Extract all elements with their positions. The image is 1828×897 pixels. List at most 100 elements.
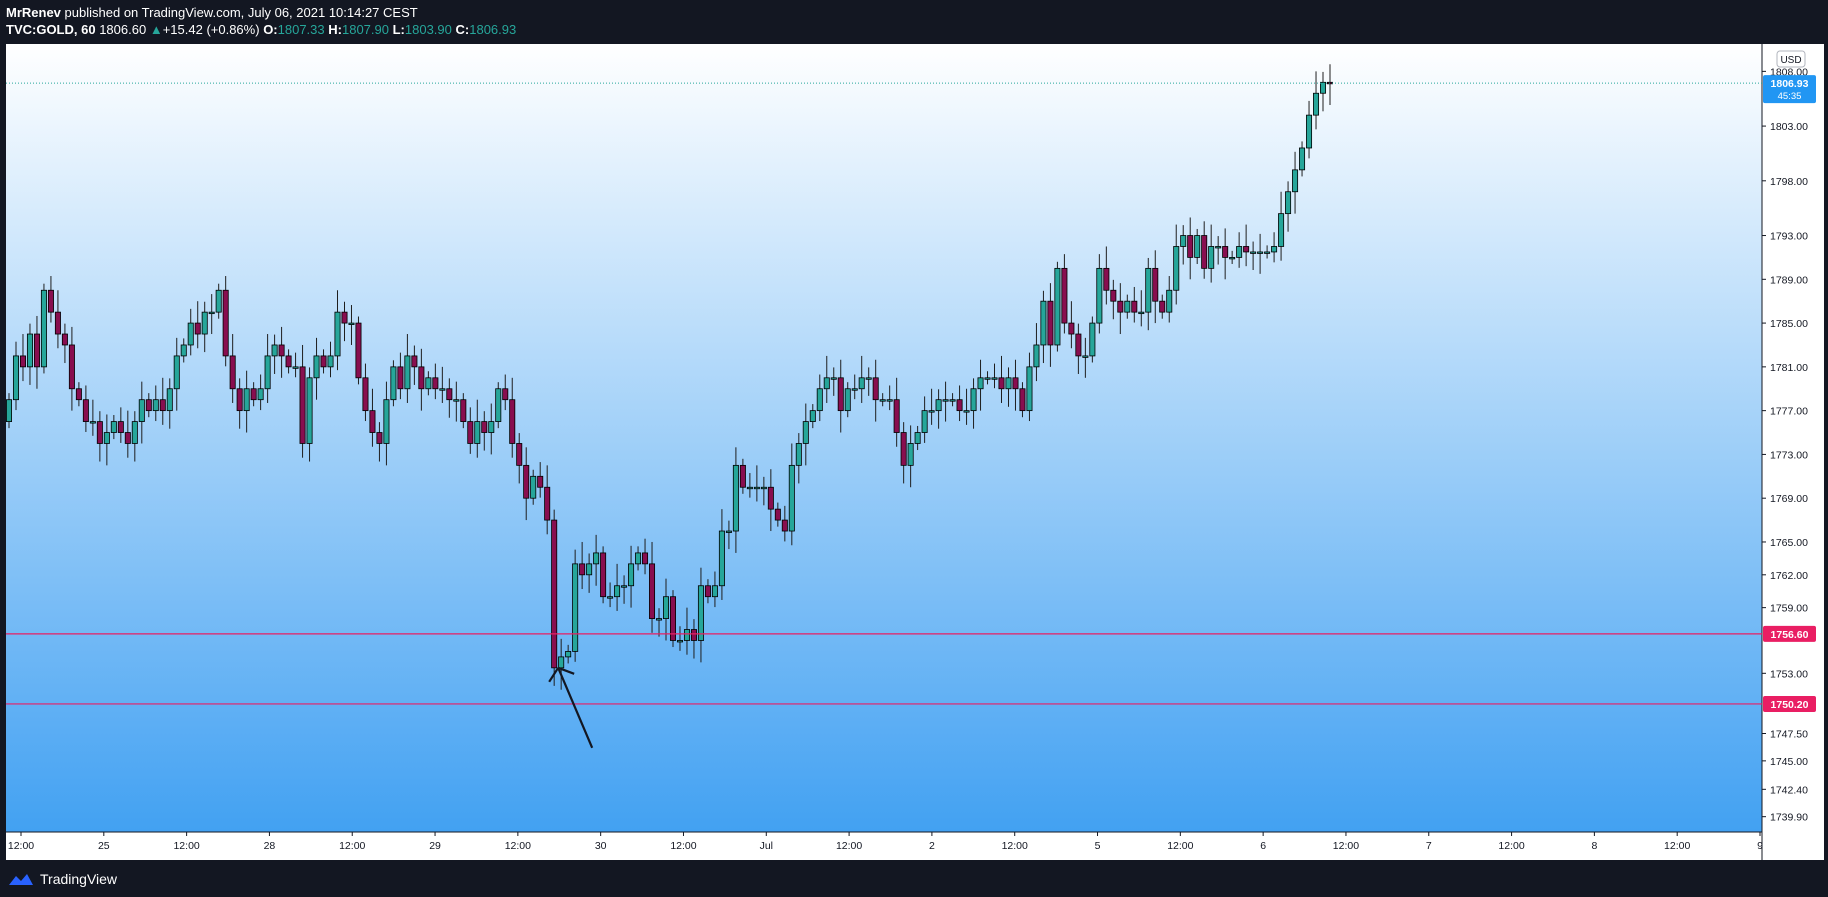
- tradingview-logo-icon[interactable]: [8, 872, 34, 886]
- candle-bull: [264, 355, 271, 390]
- candle-bull: [1208, 246, 1215, 269]
- candle-bull: [348, 322, 355, 325]
- candle-bear: [551, 519, 558, 669]
- candle-bull: [977, 377, 984, 390]
- candle-bull: [40, 289, 47, 368]
- candle-bear: [446, 388, 453, 401]
- x-tick-label: 7: [1426, 840, 1432, 852]
- candle-bull: [1320, 81, 1327, 94]
- candle-bull: [1124, 300, 1131, 313]
- candle-bear: [124, 432, 131, 444]
- candle-bull: [1271, 246, 1278, 253]
- level-price-label: 1756.60: [1771, 629, 1809, 641]
- candle-bull: [614, 585, 621, 598]
- candle-bear: [432, 377, 439, 390]
- y-tick-label: 1798.00: [1770, 176, 1808, 188]
- candle-bull: [1292, 169, 1299, 193]
- candle-bull: [865, 377, 872, 380]
- candle-bear: [481, 421, 488, 433]
- y-tick-label: 1762.00: [1770, 570, 1808, 582]
- last-price: 1806.60: [99, 22, 147, 37]
- candle-bear: [19, 355, 26, 368]
- candle-bull: [628, 563, 635, 587]
- candle-bear: [1012, 377, 1019, 390]
- candle-bear: [117, 421, 124, 433]
- high-value: 1807.90: [341, 22, 389, 37]
- author-name[interactable]: MrRenev: [6, 5, 61, 20]
- x-tick-label: 28: [264, 840, 276, 852]
- candle-bear: [523, 464, 530, 499]
- candle-bull: [243, 388, 250, 412]
- candle-bear: [1187, 235, 1194, 258]
- annotation-arrow-head: [548, 667, 560, 683]
- candle-bear: [669, 596, 676, 641]
- y-tick-label: 1781.00: [1770, 362, 1808, 374]
- candle-bear: [1117, 300, 1124, 313]
- candle-bear: [502, 388, 509, 401]
- level-price-label: 1750.20: [1771, 699, 1809, 711]
- candle-bear: [285, 355, 292, 368]
- candle-bull: [404, 355, 411, 390]
- candle-bull: [795, 443, 802, 466]
- candle-bear: [411, 355, 418, 368]
- candle-bear: [893, 399, 900, 433]
- footer-brand[interactable]: TradingView: [40, 871, 118, 887]
- x-tick-label: Jul: [760, 840, 773, 852]
- candle-bear: [376, 432, 383, 444]
- candle-bull: [621, 585, 628, 588]
- candle-bear: [236, 388, 243, 412]
- candle-bear: [998, 377, 1005, 390]
- candle-bull: [152, 399, 159, 412]
- candle-bull: [383, 399, 390, 444]
- candle-bull: [683, 629, 690, 641]
- candle-bull: [572, 563, 579, 652]
- candle-bull: [921, 410, 928, 433]
- candle-bull: [166, 388, 173, 412]
- candle-bull: [914, 432, 921, 444]
- candle-bull: [1215, 246, 1222, 249]
- candle-bull: [306, 377, 313, 444]
- candle-bull: [390, 366, 397, 401]
- candle-bull: [138, 399, 145, 422]
- x-tick-label: 12:00: [1002, 840, 1028, 852]
- candle-bear: [194, 322, 201, 335]
- x-tick-label: 12:00: [670, 840, 696, 852]
- candle-bull: [697, 585, 704, 641]
- candle-bull: [942, 399, 949, 402]
- time-axis-background: [6, 832, 1762, 860]
- candle-bear: [75, 388, 82, 401]
- candle-bull: [1257, 251, 1264, 254]
- candle-bull: [711, 585, 718, 598]
- x-tick-label: 25: [98, 840, 110, 852]
- y-tick-label: 1777.00: [1770, 406, 1808, 418]
- candle-bull: [201, 311, 208, 335]
- candle-bull: [725, 530, 732, 533]
- candle-bear: [1019, 388, 1026, 412]
- candle-bear: [956, 399, 963, 412]
- x-tick-label: 12:00: [836, 840, 862, 852]
- y-tick-label: 1739.90: [1770, 812, 1808, 824]
- candle-bear: [690, 629, 697, 641]
- price-axis-background: [1762, 44, 1824, 860]
- close-value: 1806.93: [469, 22, 517, 37]
- candle-bear: [418, 366, 425, 390]
- candle-bull: [1138, 311, 1145, 315]
- y-tick-label: 1789.00: [1770, 274, 1808, 286]
- candle-bear: [299, 366, 306, 444]
- y-tick-label: 1745.00: [1770, 756, 1808, 768]
- x-tick-label: 12:00: [339, 840, 365, 852]
- annotation-group: [548, 666, 594, 749]
- candle-bull: [844, 388, 851, 412]
- y-tick-label: 1803.00: [1770, 121, 1808, 133]
- candle-bull: [928, 410, 935, 413]
- symbol-label: TVC:GOLD, 60: [6, 22, 96, 37]
- candle-bear: [1131, 300, 1138, 313]
- y-tick-label: 1742.40: [1770, 784, 1808, 796]
- candle-bear: [704, 585, 711, 598]
- annotation-arrow[interactable]: [557, 667, 594, 749]
- candle-bear: [467, 421, 474, 444]
- candle-bull: [816, 388, 823, 412]
- candle-bull: [1236, 246, 1243, 258]
- chart-header: MrRenev published on TradingView.com, Ju…: [6, 4, 516, 38]
